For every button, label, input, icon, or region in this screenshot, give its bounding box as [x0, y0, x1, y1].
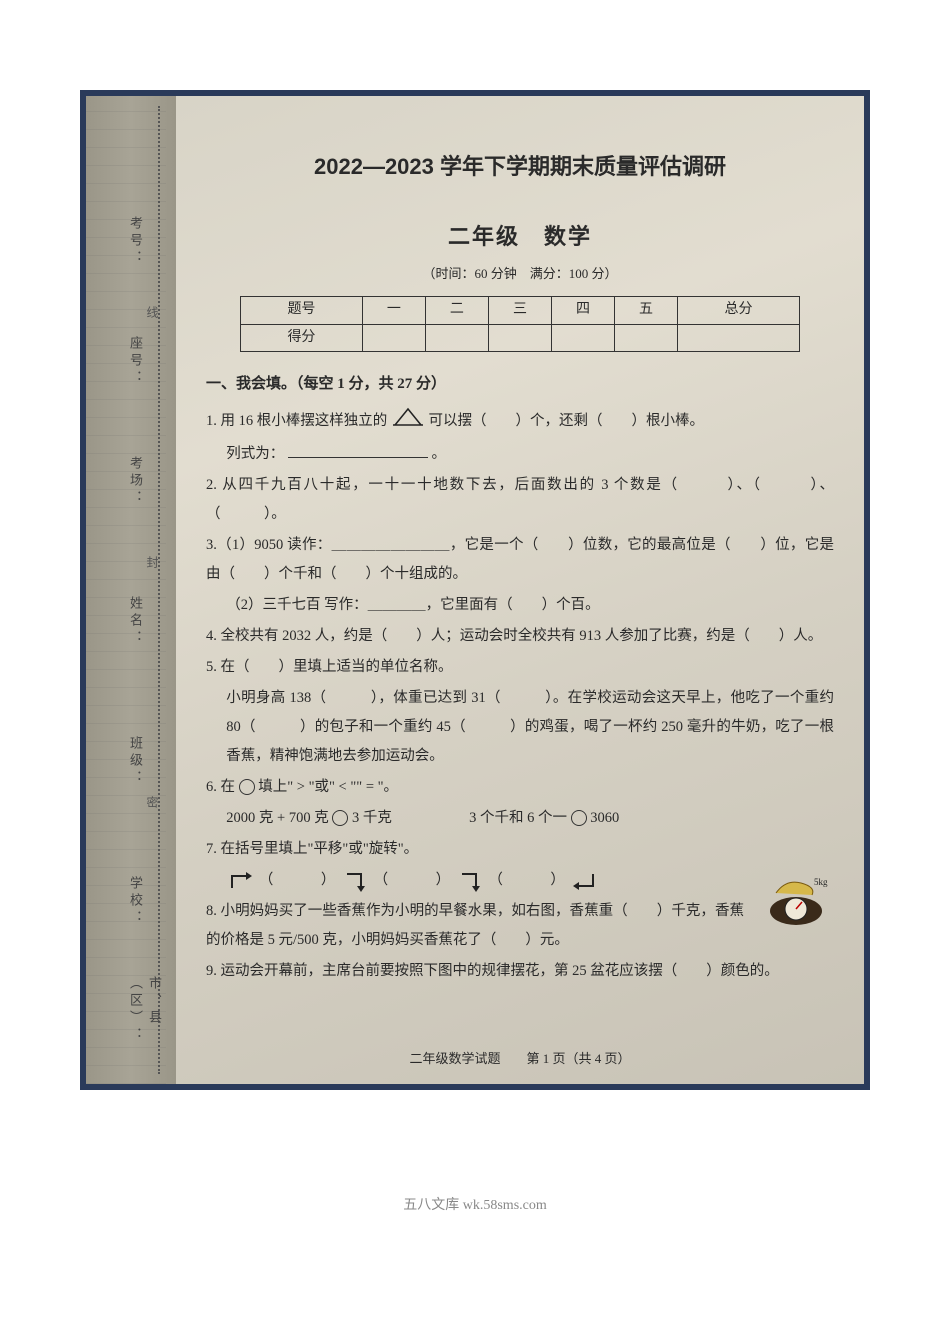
- score-table: 题号 一 二 三 四 五 总分 得分: [240, 296, 800, 352]
- question-8: 8. 小明妈妈买了一些香蕉作为小明的早餐水果，如右图，香蕉重（ ）千克，香蕉的价…: [206, 897, 834, 955]
- question-1-formula: 列式为： 。: [206, 440, 834, 469]
- q1-text-c: 列式为：: [226, 446, 284, 462]
- q6-item-left: 2000 克 + 700 克: [226, 810, 328, 826]
- score-col: 五: [615, 297, 678, 325]
- question-5a: 5. 在（ ）里填上适当的单位名称。: [206, 653, 834, 682]
- question-6-items: 2000 克 + 700 克 3 千克 3 个千和 6 个一 3060: [206, 804, 834, 833]
- score-cell: [362, 324, 425, 352]
- exam-title: 2022—2023 学年下学期期末质量评估调研: [206, 146, 834, 188]
- q7-blank: （ ）: [374, 872, 452, 888]
- q6-item-right: 3 千克: [352, 810, 392, 826]
- scale-label: 5kg: [814, 877, 828, 887]
- score-col: 二: [425, 297, 488, 325]
- question-4: 4. 全校共有 2032 人，约是（ ）人；运动会时全校共有 913 人参加了比…: [206, 622, 834, 651]
- circle-icon: [239, 779, 255, 795]
- question-7: 7. 在括号里填上"平移"或"旋转"。: [206, 835, 834, 864]
- exam-subject: 二年级 数学: [206, 216, 834, 258]
- arrow-icon: [341, 868, 369, 894]
- q6-text-a: 6. 在: [206, 779, 235, 795]
- q6-item2-left: 3 个千和 6 个一: [469, 810, 567, 826]
- question-6: 6. 在 填上" > "或" < "" = "。: [206, 773, 834, 802]
- side-label-seatno: 座号：: [126, 336, 145, 387]
- table-row: 题号 一 二 三 四 五 总分: [241, 297, 800, 325]
- arrow-icon: [456, 868, 484, 894]
- question-9: 9. 运动会开幕前，主席台前要按照下图中的规律摆花，第 25 盆花应该摆（ ）颜…: [206, 957, 834, 986]
- circle-icon: [332, 810, 348, 826]
- score-cell: [678, 324, 800, 352]
- side-label-examno: 考号：: [126, 216, 145, 267]
- q6-item2-right: 3060: [590, 810, 619, 826]
- question-2: 2. 从四千九百八十起，一十一十地数下去，后面数出的 3 个数是（ ）、（ ）、…: [206, 471, 834, 529]
- page-frame: 考号： 座号： 考场： 姓名： 班级： 学校： 市、县（区）： 线 封 密 20…: [80, 90, 870, 1090]
- section-1-head: 一、我会填。（每空 1 分，共 27 分）: [206, 370, 834, 399]
- score-col: 一: [362, 297, 425, 325]
- score-row-label: 得分: [241, 324, 363, 352]
- score-col: 三: [488, 297, 551, 325]
- side-label-room: 考场：: [126, 456, 145, 507]
- watermark: 五八文库 wk.58sms.com: [0, 1194, 950, 1214]
- score-cell: [615, 324, 678, 352]
- score-cell: [488, 324, 551, 352]
- page-footer: 二年级数学试题 第 1 页（共 4 页）: [176, 1047, 864, 1072]
- side-inner-feng: 封: [144, 556, 161, 568]
- side-inner-mi: 密: [144, 796, 161, 808]
- score-col-label: 题号: [241, 297, 363, 325]
- score-col: 总分: [678, 297, 800, 325]
- q7-blank: （ ）: [259, 872, 337, 888]
- question-1: 1. 用 16 根小棒摆这样独立的 可以摆（ ）个，还剩（ ）根小棒。: [206, 405, 834, 438]
- circle-icon: [571, 810, 587, 826]
- score-col: 四: [551, 297, 614, 325]
- binding-dotted-line: [158, 106, 160, 1074]
- triangle-icon: [391, 405, 425, 438]
- side-inner-xian: 线: [144, 306, 161, 318]
- score-cell: [425, 324, 488, 352]
- side-label-school: 学校：: [126, 876, 145, 927]
- binding-margin: 考号： 座号： 考场： 姓名： 班级： 学校： 市、县（区）： 线 封 密: [86, 96, 176, 1084]
- q6-text-b: 填上" > "或" < "" = "。: [258, 779, 398, 795]
- blank-line: [288, 443, 428, 458]
- arrow-icon: [571, 868, 599, 894]
- side-label-district: 市、县（区）：: [126, 976, 164, 1084]
- score-cell: [551, 324, 614, 352]
- q1-text-d: 。: [432, 446, 447, 462]
- question-5b: 小明身高 138（ ），体重已达到 31（ ）。在学校运动会这天早上，他吃了一个…: [206, 684, 834, 771]
- q1-text-a: 1. 用 16 根小棒摆这样独立的: [206, 413, 387, 429]
- scale-illustration: 5kg: [756, 871, 836, 926]
- question-7-arrows: （ ） （ ） （ ）: [206, 866, 834, 895]
- arrow-icon: [226, 868, 254, 894]
- table-row: 得分: [241, 324, 800, 352]
- side-label-class: 班级：: [126, 736, 145, 787]
- question-3b: （2）三千七百 写作：＿＿＿＿，它里面有（ ）个百。: [206, 591, 834, 620]
- question-3a: 3.（1）9050 读作：＿＿＿＿＿＿＿＿，它是一个（ ）位数，它的最高位是（ …: [206, 531, 834, 589]
- exam-meta: （时间：60 分钟 满分：100 分）: [206, 262, 834, 287]
- q7-blank: （ ）: [488, 872, 566, 888]
- q1-text-b: 可以摆（ ）个，还剩（ ）根小棒。: [429, 413, 705, 429]
- exam-paper: 2022—2023 学年下学期期末质量评估调研 二年级 数学 （时间：60 分钟…: [176, 96, 864, 1084]
- side-label-name: 姓名：: [126, 596, 145, 647]
